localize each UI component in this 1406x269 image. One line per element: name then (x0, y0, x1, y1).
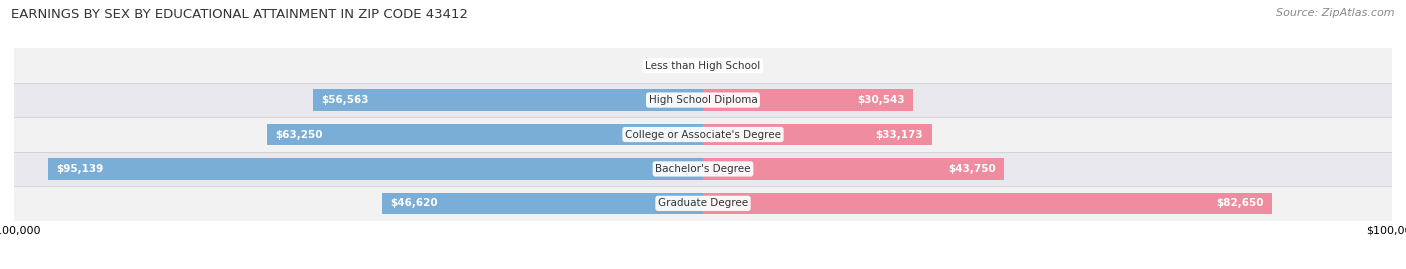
Bar (382, 193, 703, 214)
Bar (703, 193, 1272, 214)
Text: Source: ZipAtlas.com: Source: ZipAtlas.com (1277, 8, 1395, 18)
Text: $56,563: $56,563 (322, 95, 370, 105)
Text: Less than High School: Less than High School (645, 61, 761, 71)
Text: $30,543: $30,543 (858, 95, 905, 105)
Text: $46,620: $46,620 (389, 198, 437, 208)
Text: $33,173: $33,173 (876, 129, 924, 140)
Bar (267, 124, 703, 145)
Text: $82,650: $82,650 (1216, 198, 1264, 208)
Text: $0: $0 (711, 61, 724, 71)
Text: College or Associate's Degree: College or Associate's Degree (626, 129, 780, 140)
Text: $63,250: $63,250 (276, 129, 323, 140)
Text: Bachelor's Degree: Bachelor's Degree (655, 164, 751, 174)
Bar (703, 124, 932, 145)
Text: EARNINGS BY SEX BY EDUCATIONAL ATTAINMENT IN ZIP CODE 43412: EARNINGS BY SEX BY EDUCATIONAL ATTAINMEN… (11, 8, 468, 21)
Text: $95,139: $95,139 (56, 164, 103, 174)
Text: $43,750: $43,750 (949, 164, 995, 174)
Bar (314, 89, 703, 111)
Bar (14, 117, 1392, 152)
Bar (14, 83, 1392, 117)
Text: $0: $0 (682, 61, 695, 71)
Text: High School Diploma: High School Diploma (648, 95, 758, 105)
Bar (703, 89, 914, 111)
Bar (703, 158, 1004, 180)
Bar (48, 158, 703, 180)
Bar (14, 152, 1392, 186)
Bar (14, 48, 1392, 83)
Text: Graduate Degree: Graduate Degree (658, 198, 748, 208)
Bar (14, 186, 1392, 221)
